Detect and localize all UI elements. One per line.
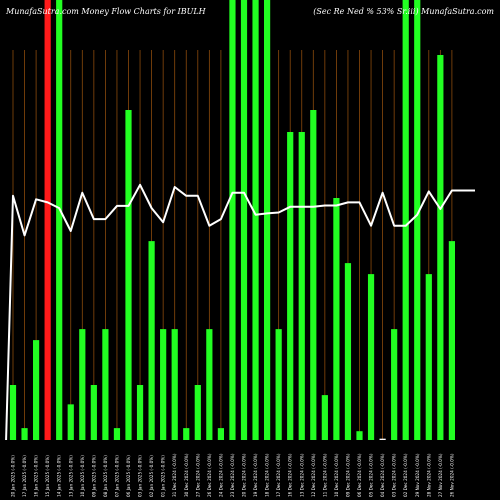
bars [9,0,455,440]
x-tick-label: 28 Nov 2024 (-0.0%) [426,453,431,497]
bar [229,0,236,440]
x-tick-label: 02 Dec 2024 (-0.0%) [403,453,408,497]
bar [391,329,398,440]
bar [252,0,259,440]
bar [437,55,444,440]
x-tick-label: 06 Dec 2024 (-0.0%) [357,453,362,497]
x-tick-label: 18 Dec 2024 (-0.0%) [265,453,270,497]
x-tick-label: 20 Dec 2024 (-0.0%) [242,453,247,497]
x-tick-label: 26 Nov 2024 (-0.0%) [449,453,454,497]
x-tick-label: 16 Dec 2024 (-0.0%) [288,453,293,497]
x-tick-label: 08 Jan 2025 (-0.0%) [103,455,108,497]
bar [240,0,248,440]
x-tick-label: 07 Jan 2025 (-0.0%) [114,455,119,497]
bar [160,329,167,440]
x-tick-label: 27 Nov 2024 (-0.0%) [438,453,443,497]
x-tick-label: 14 Jan 2025 (-0.0%) [57,455,62,497]
bar [367,274,375,440]
x-tick-label: 02 Jan 2025 (-0.0%) [149,455,154,497]
money-flow-line [5,183,475,441]
x-tick-label: 27 Dec 2024 (-0.0%) [195,453,200,497]
x-tick-label: 17 Jan 2025 (-0.0%) [22,455,27,497]
x-tick-label: 03 Dec 2024 (-0.0%) [392,453,397,497]
bar [102,329,109,440]
x-tick-label: 20 Jan 2025 (-0.0%) [11,455,16,497]
bar [148,241,155,440]
bar [206,329,213,440]
bar [67,404,74,440]
bar [79,329,86,440]
bar [183,428,190,440]
x-tick-label: 24 Dec 2024 (-0.0%) [218,453,223,497]
x-tick-label: 30 Dec 2024 (-0.0%) [184,453,189,497]
x-tick-label: 26 Dec 2024 (-0.0%) [207,453,212,497]
bar [9,385,17,440]
x-tick-label: 29 Nov 2024 (-0.0%) [415,453,420,497]
bar [264,0,271,440]
x-tick-label: 01 Jan 2025 (-0.0%) [161,455,166,497]
x-tick-label: 16 Jan 2025 (-0.0%) [34,455,39,497]
x-tick-label: 13 Dec 2024 (-0.0%) [299,453,304,497]
bar [275,329,282,440]
x-tick-label: 12 Dec 2024 (-0.0%) [311,453,316,497]
bar [125,110,132,440]
bar [356,431,363,440]
x-tick-labels: 20 Jan 2025 (-0.0%) 17 Jan 2025 (-0.0%) 16… [11,453,455,497]
bar [379,438,386,440]
x-tick-label: 09 Jan 2025 (-0.0%) [91,455,96,497]
x-tick-label: 04 Dec 2024 (-0.0%) [380,453,385,497]
x-tick-label: 11 Dec 2024 (-0.0%) [322,453,327,497]
bar [217,428,224,440]
chart-title-right: (Sec Re Ned % 53% Sr.iii) MunafaSutra.co… [313,7,494,16]
bar [44,0,51,440]
bar [171,329,178,440]
x-tick-label: 10 Jan 2025 (-0.0%) [80,455,85,497]
bar [194,385,201,440]
bar [56,0,63,440]
x-tick-label: 17 Dec 2024 (-0.0%) [276,453,281,497]
x-tick-label: 23 Dec 2024 (-0.0%) [230,453,235,497]
x-tick-label: 06 Jan 2025 (-0.0%) [126,455,131,497]
x-tick-label: 15 Jan 2025 (-0.0%) [45,455,50,497]
bar [402,0,409,440]
bar [21,428,28,440]
x-tick-label: 13 Jan 2025 (-0.0%) [68,455,73,497]
x-tick-label: 10 Dec 2024 (-0.0%) [334,453,339,497]
bar [425,274,432,440]
chart-title: MunafaSutra.com Money Flow Charts for IB… [5,7,207,16]
bar [333,198,340,440]
bar [90,385,97,440]
bar [113,428,121,440]
bar [33,340,40,440]
x-tick-label: 19 Dec 2024 (-0.0%) [253,453,258,497]
bar [344,263,352,440]
x-tick-label: 03 Jan 2025 (-0.0%) [138,455,143,497]
x-tick-label: 31 Dec 2024 (-0.0%) [172,453,177,497]
x-tick-label: 09 Dec 2024 (-0.0%) [345,453,350,497]
bar [136,385,144,440]
bar [287,132,294,440]
bar [310,110,317,440]
bar [414,0,421,440]
bar [448,241,455,440]
bar [298,132,305,440]
x-tick-label: 05 Dec 2024 (-0.0%) [369,453,374,497]
bar [321,395,328,440]
